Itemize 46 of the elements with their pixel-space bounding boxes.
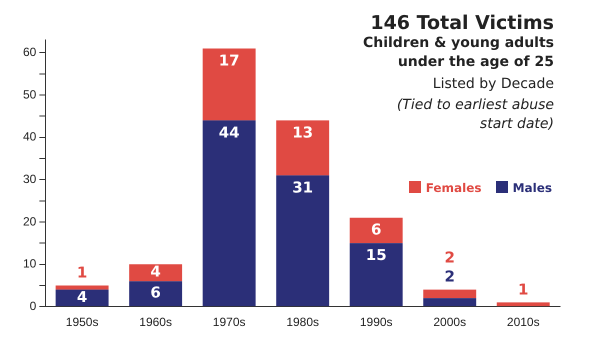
x-tick-label: 1970s	[212, 315, 246, 330]
data-label: 1	[518, 280, 528, 298]
y-tick-label: 30	[22, 172, 37, 186]
legend-label: Males	[512, 181, 552, 195]
data-label: 13	[292, 123, 314, 142]
y-tick-label: 0	[30, 298, 37, 313]
x-tick-label: 1960s	[139, 315, 172, 330]
legend-label: Females	[424, 181, 482, 195]
y-tick-label: 20	[22, 214, 37, 228]
annotation: (Tied to earliest abuse start date)	[396, 96, 554, 134]
bar	[423, 290, 476, 298]
bar	[276, 120, 330, 176]
data-label: 44	[218, 123, 240, 142]
y-tick-label: 40	[22, 130, 37, 144]
bar	[56, 290, 109, 306]
data-label: 6	[150, 284, 161, 302]
bar	[202, 120, 256, 306]
data-label: 4	[76, 288, 88, 306]
chart-subtitle: Children & young adults under the age of 25	[362, 34, 554, 72]
bar	[350, 218, 403, 244]
annotation: Listed by Decade	[432, 76, 554, 92]
chart-title: 146 Total Victims	[369, 12, 554, 34]
bar	[202, 48, 256, 120]
data-label: 15	[366, 246, 387, 264]
data-label: 2	[444, 268, 455, 286]
bar	[129, 281, 182, 306]
data-label: 1	[76, 263, 88, 282]
x-tick-label: 1980s	[286, 315, 320, 330]
bar	[129, 264, 182, 282]
bar	[423, 298, 476, 306]
y-tick-label: 50	[22, 87, 37, 102]
data-label: 17	[218, 51, 240, 70]
bar	[56, 285, 109, 290]
y-tick-label: 10	[22, 256, 37, 271]
x-tick-label: 1990s	[360, 315, 393, 330]
bar	[276, 175, 330, 306]
x-tick-label: 1950s	[66, 315, 98, 330]
bar	[496, 302, 550, 306]
data-label: 4	[150, 262, 161, 281]
x-tick-label: 2010s	[506, 315, 540, 330]
data-label: 31	[292, 178, 314, 196]
y-tick-label: 60	[22, 45, 37, 60]
data-label: 2	[444, 248, 455, 267]
bar	[350, 243, 403, 306]
data-label: 6	[370, 220, 382, 238]
x-tick-label: 2000s	[433, 315, 466, 330]
